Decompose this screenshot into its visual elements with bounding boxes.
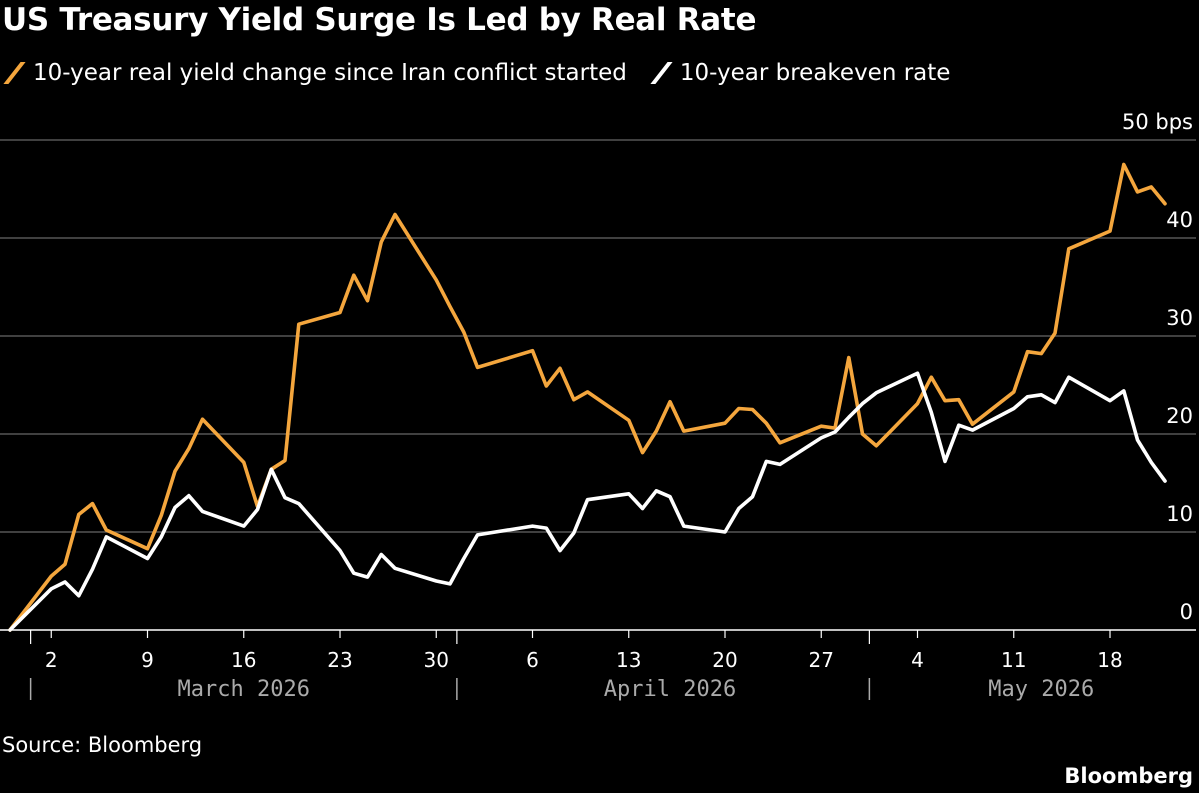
y-tick-label: 40: [1166, 208, 1193, 232]
series-line-breakeven: [8, 371, 1167, 632]
month-label: March 2026: [178, 677, 310, 702]
series-line-real: [8, 162, 1167, 632]
x-tick-label: 13: [616, 648, 641, 672]
x-tick-label: 27: [809, 648, 834, 672]
legend: 10-year real yield change since Iran con…: [3, 60, 976, 86]
x-tick-label: 20: [712, 648, 737, 672]
legend-item-breakeven: 10-year breakeven rate: [650, 60, 951, 86]
month-label: April 2026: [604, 677, 736, 702]
x-tick-label: 30: [424, 648, 449, 672]
x-tick-label: 16: [231, 648, 256, 672]
y-tick-label: 0: [1180, 600, 1193, 624]
x-tick-label: 2: [45, 648, 58, 672]
x-tick-label: 6: [526, 648, 539, 672]
brand-logo: Bloomberg: [1064, 764, 1193, 788]
y-tick-label: 20: [1166, 404, 1193, 428]
x-tick-label: 23: [327, 648, 352, 672]
month-label: May 2026: [988, 677, 1094, 702]
x-tick-label: 9: [141, 648, 154, 672]
x-tick-label: 4: [911, 648, 924, 672]
legend-label-breakeven: 10-year breakeven rate: [679, 60, 951, 86]
y-tick-label: 10: [1166, 502, 1193, 526]
legend-item-real-yield: 10-year real yield change since Iran con…: [3, 60, 627, 86]
y-tick-label: 30: [1166, 306, 1193, 330]
source-note: Source: Bloomberg: [2, 733, 203, 757]
x-tick-label: 11: [1001, 648, 1026, 672]
chart-title: US Treasury Yield Surge Is Led by Real R…: [2, 2, 757, 38]
x-tick-label: 18: [1097, 648, 1122, 672]
y-tick-label: 50 bps: [1122, 110, 1193, 134]
legend-label-real-yield: 10-year real yield change since Iran con…: [33, 60, 627, 86]
